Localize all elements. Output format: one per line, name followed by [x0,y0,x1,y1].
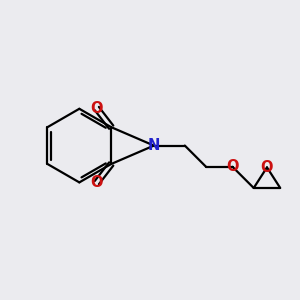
Text: O: O [226,159,239,174]
Text: O: O [261,160,273,175]
Text: O: O [91,175,103,190]
Text: N: N [148,138,160,153]
Text: O: O [91,101,103,116]
